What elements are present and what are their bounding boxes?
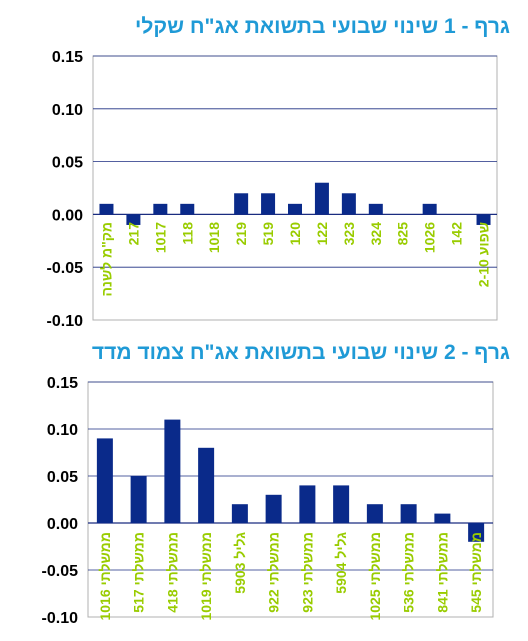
chart-2-bar	[231, 504, 248, 523]
chart-2-bar	[130, 476, 147, 523]
chart-2-x-tick-label: ממשלתי 922	[266, 532, 282, 613]
chart-1-bar	[314, 182, 329, 215]
chart-1-y-tick-label: 0.05	[52, 155, 83, 172]
chart-1-x-tick-label: מק"מ לשנה	[98, 222, 114, 297]
chart-2-x-tick-label: גליל 5904	[333, 532, 349, 594]
chart-2-bar	[299, 485, 316, 523]
chart-1-y-tick-label: -0.10	[47, 313, 84, 330]
chart-1-x-tick-label: 1017	[152, 222, 168, 253]
chart-1-x-tick-label: שפוע 2-10	[476, 222, 492, 287]
chart-2-x-tick-label: ממשלתי 517	[131, 532, 147, 613]
chart-2-bar	[198, 447, 215, 523]
chart-2: גרף - 2 שינוי שבועי בתשואת אג"ח צמוד מדד…	[0, 330, 528, 641]
chart-2-x-tick-label: ממשלתי 923	[299, 532, 315, 613]
chart-2-plot-area	[87, 381, 494, 618]
chart-2-y-tick-label: 0.05	[47, 469, 78, 486]
chart-2-bar	[333, 485, 350, 523]
chart-2-x-tick-label: ממשלתי 1019	[198, 532, 214, 621]
chart-2-y-tick-label: 0.10	[47, 422, 78, 439]
chart-2-bar	[96, 438, 113, 523]
chart-2-x-tick-label: ממשלתי 545	[468, 532, 484, 613]
chart-1-bar	[422, 203, 437, 215]
chart-1-y-tick-label: 0.15	[52, 49, 83, 66]
chart-1-bar	[126, 214, 141, 225]
chart-1-plot-area	[92, 55, 498, 321]
chart-1-x-tick-label: 519	[260, 222, 276, 246]
chart-1-x-tick-label: 122	[314, 222, 330, 246]
chart-1-x-tick-label: 1026	[422, 222, 438, 253]
chart-1-bar	[261, 193, 276, 215]
chart-1-x-tick-label: 120	[287, 222, 303, 246]
chart-1-x-tick-label: 1018	[206, 222, 222, 253]
chart-1-bar	[341, 193, 356, 215]
chart-1-bar	[368, 203, 383, 215]
chart-1-y-tick-label: 0.00	[52, 207, 83, 224]
chart-2-y-tick-label: 0.15	[47, 375, 78, 392]
chart-1: גרף - 1 שינוי שבועי בתשואת אג"ח שקלי 0.1…	[47, 15, 510, 330]
chart-2-x-tick-label: ממשלתי 1016	[97, 532, 113, 621]
chart-2-x-tick-label: ממשלתי 841	[434, 532, 450, 613]
chart-1-x-tick-label: 825	[395, 222, 411, 246]
chart-1-bar	[476, 214, 491, 225]
chart-1-x-tick-label: 323	[341, 222, 357, 246]
chart-1-x-tick-label: 118	[179, 222, 195, 245]
chart-2-title: גרף - 2 שינוי שבועי בתשואת אג"ח צמוד מדד	[91, 341, 510, 364]
chart-1-bar	[99, 203, 114, 215]
chart-2-bar	[434, 513, 451, 523]
chart-1-x-tick-label: 219	[233, 222, 249, 246]
chart-2-y-tick-label: -0.05	[42, 563, 79, 580]
chart-2-plot: 0.15 0.10 0.05 0.00 -0.05 -0.10 ממשלתי 1016 ממש…	[42, 375, 494, 627]
chart-2-bar	[164, 419, 181, 523]
chart-2-y-tick-label: 0.00	[47, 516, 78, 533]
chart-1-bar	[153, 203, 168, 215]
chart-2-y-tick-label: -0.10	[42, 610, 79, 627]
chart-1-y-tick-label: -0.05	[47, 260, 84, 277]
chart-1-plot: 0.15 0.10 0.05 0.00 -0.05 -0.10 מק"מ לשנה 217 10…	[47, 49, 498, 330]
chart-1-y-tick-label: 0.10	[52, 102, 83, 119]
chart-2-x-tick-label: גליל 5903	[232, 532, 248, 594]
chart-2-x-tick-label: ממשלתי 418	[164, 532, 180, 613]
chart-2-bar	[366, 504, 383, 523]
chart-2-bar	[265, 494, 282, 523]
chart-1-bar	[234, 193, 249, 215]
chart-1-x-tick-label: 142	[449, 222, 465, 246]
chart-2-bar	[400, 504, 417, 523]
chart-2-x-tick-label: ממשלתי 1025	[367, 532, 383, 621]
chart-1-x-tick-label: 324	[368, 222, 384, 246]
chart-1-x-tick-label: 217	[125, 222, 141, 246]
chart-1-bar	[288, 203, 302, 215]
chart-1-bar	[180, 203, 195, 215]
chart-1-title: גרף - 1 שינוי שבועי בתשואת אג"ח שקלי	[135, 15, 510, 38]
chart-2-bar	[468, 523, 485, 542]
chart-2-x-tick-label: ממשלתי 536	[401, 532, 417, 613]
